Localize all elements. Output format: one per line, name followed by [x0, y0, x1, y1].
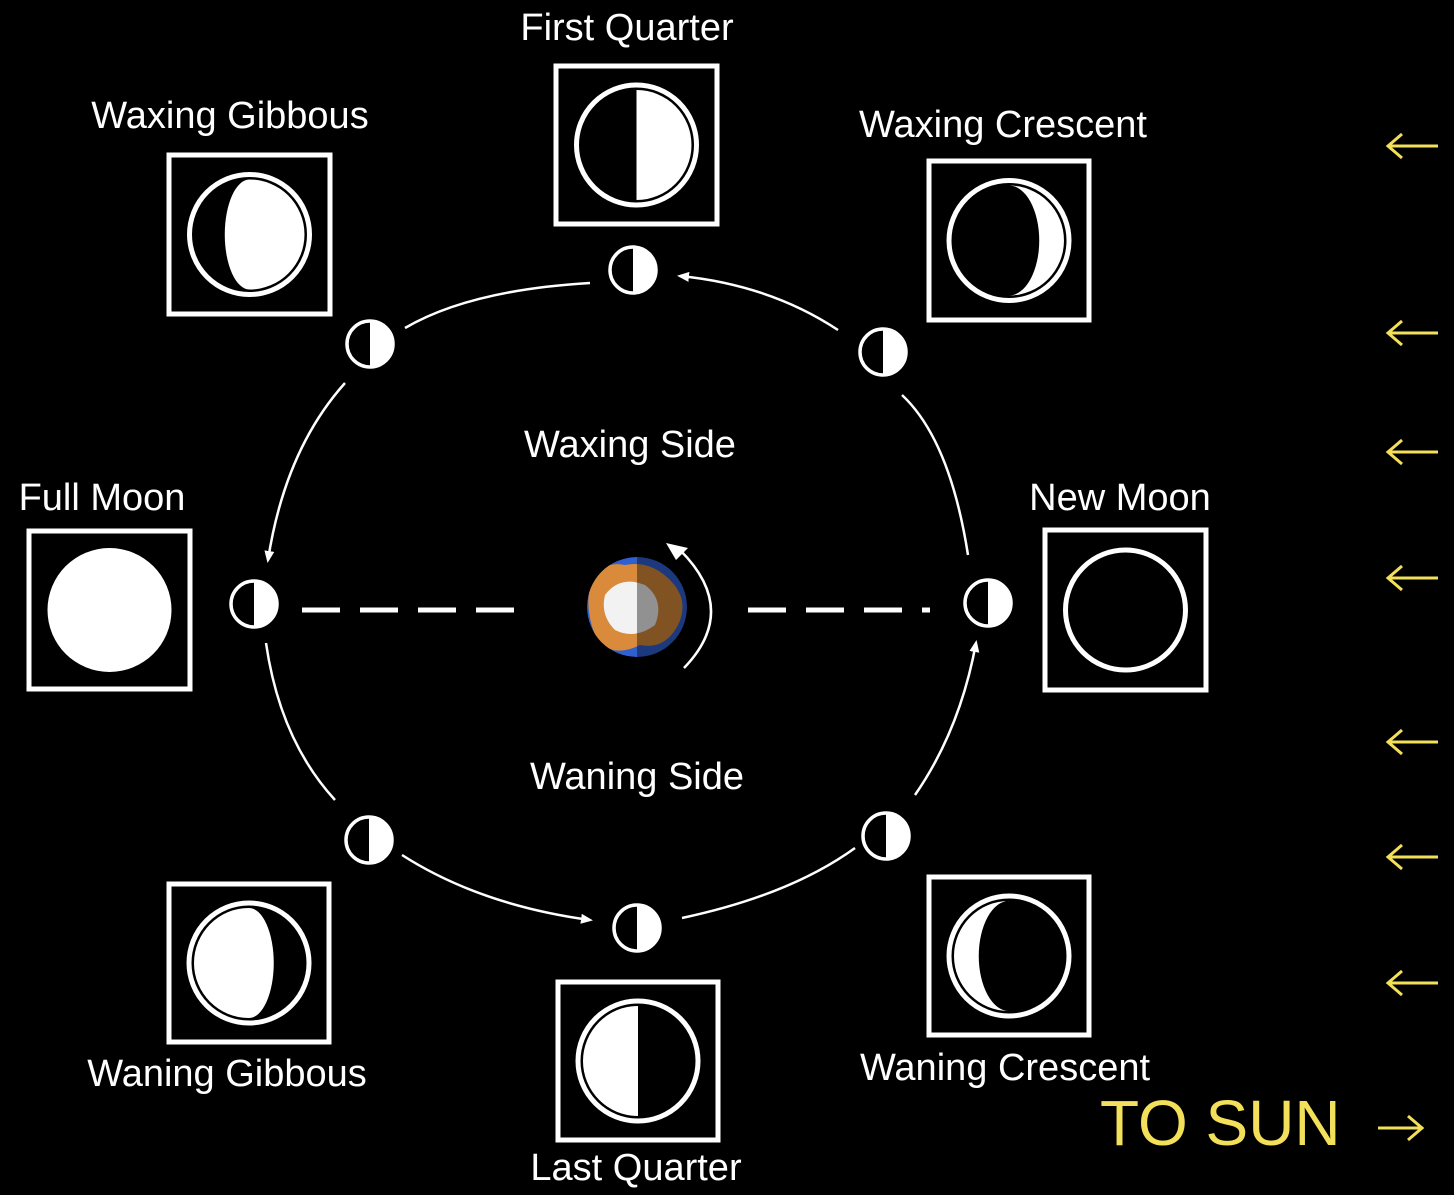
side-label: Waxing Side	[524, 424, 736, 466]
phase-label: Last Quarter	[530, 1147, 742, 1189]
phase-label: New Moon	[1029, 477, 1211, 519]
side-label: Waning Side	[530, 756, 744, 798]
moon-phase-diagram: Waxing Side Waning Side TO SUN First Qua…	[0, 0, 1454, 1195]
sun-label: TO SUN	[1100, 1087, 1341, 1159]
phase-label: Waning Gibbous	[87, 1053, 367, 1095]
phase-label: Waxing Crescent	[859, 104, 1147, 146]
phase-moon	[48, 548, 172, 672]
phase-label: Waning Crescent	[860, 1047, 1150, 1089]
phase-moon	[1066, 550, 1186, 670]
phase-label: First Quarter	[520, 7, 734, 49]
phase-label: Full Moon	[19, 477, 186, 519]
phase-label: Waxing Gibbous	[91, 95, 368, 137]
